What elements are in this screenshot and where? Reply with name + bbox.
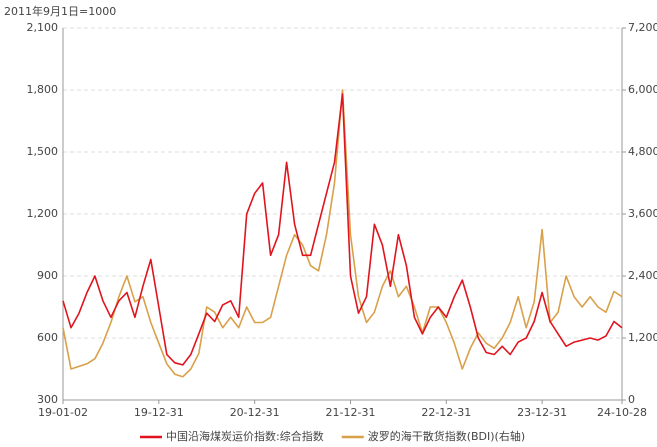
y-tick-label: 300	[37, 393, 58, 406]
y-tick-label: 1,200	[27, 207, 59, 220]
y2-tick-label: 0	[628, 393, 635, 406]
x-tick-label: 24-10-28	[597, 406, 647, 419]
y2-tick-label: 6,000	[628, 83, 657, 96]
x-tick-label: 23-12-31	[517, 406, 567, 419]
y-tick-label: 2,100	[27, 21, 59, 34]
y-tick-label: 1,800	[27, 83, 59, 96]
x-tick-label: 19-01-02	[38, 406, 88, 419]
y2-tick-label: 1,200	[628, 331, 657, 344]
x-tick-label: 22-12-31	[421, 406, 471, 419]
legend-label: 波罗的海干散货指数(BDI)(右轴)	[368, 429, 525, 443]
x-tick-label: 20-12-31	[230, 406, 280, 419]
y-tick-label: 900	[37, 269, 58, 282]
x-tick-label: 21-12-31	[326, 406, 376, 419]
y2-tick-label: 3,600	[628, 207, 657, 220]
series-line	[62, 93, 623, 366]
y2-tick-label: 2,400	[628, 269, 657, 282]
chart-subtitle: 2011年9月1日=1000	[4, 4, 116, 18]
series-line	[62, 89, 623, 378]
x-tick-label: 19-12-31	[134, 406, 184, 419]
legend-label: 中国沿海煤炭运价指数:综合指数	[166, 429, 324, 443]
y2-tick-label: 4,800	[628, 145, 657, 158]
y-tick-label: 1,500	[27, 145, 59, 158]
y-tick-label: 600	[37, 331, 58, 344]
y2-tick-label: 7,200	[628, 21, 657, 34]
